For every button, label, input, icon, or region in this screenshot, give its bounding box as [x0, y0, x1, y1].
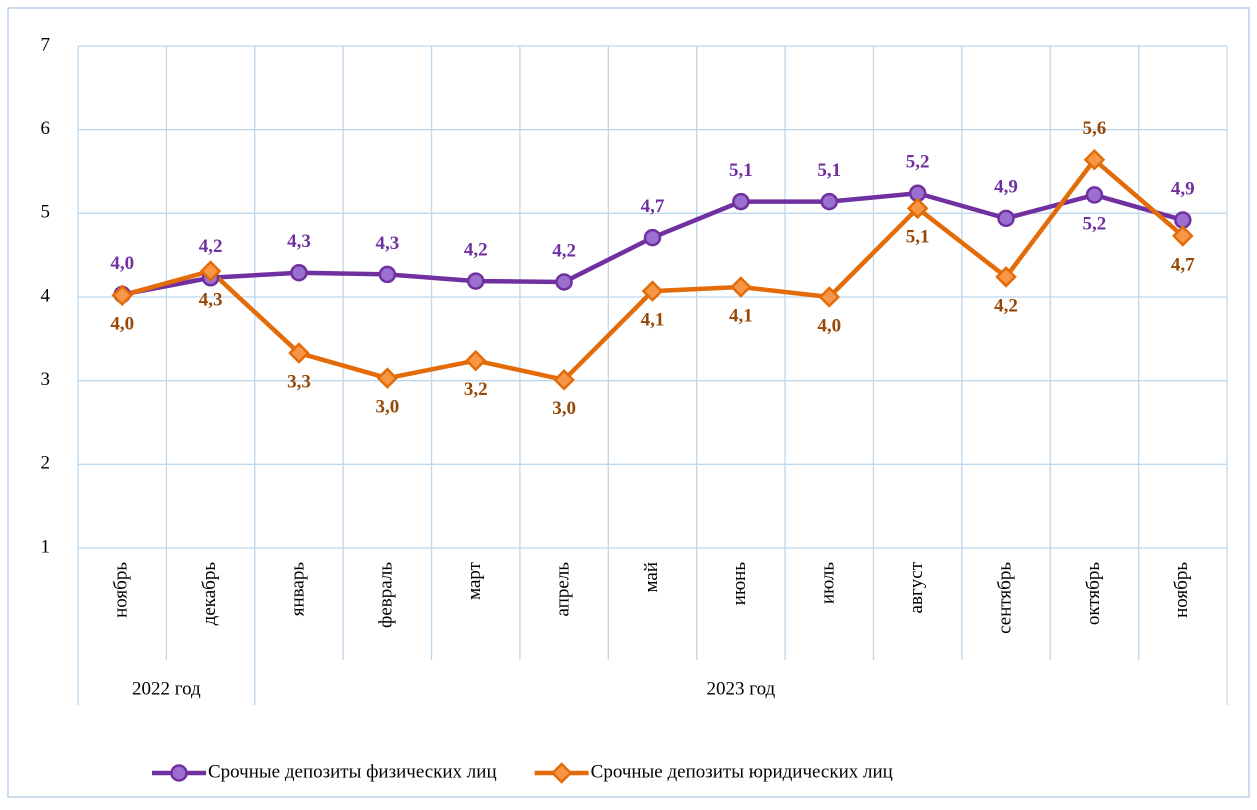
data-point — [643, 228, 662, 247]
x-tick-label: сентябрь — [994, 562, 1015, 634]
data-point — [1172, 225, 1194, 247]
data-label: 4,3 — [375, 233, 399, 254]
data-label: 3,0 — [375, 397, 399, 418]
legend-label: Срочные депозиты юридических лиц — [591, 761, 893, 782]
data-point — [1083, 149, 1106, 171]
data-label: 5,1 — [817, 160, 841, 181]
data-label: 4,2 — [552, 240, 576, 261]
data-label: 3,3 — [287, 371, 311, 392]
x-tick-label: апрель — [552, 562, 573, 617]
data-label: 4,2 — [464, 239, 488, 260]
y-tick-label: 1 — [41, 536, 51, 557]
data-label: 4,7 — [1171, 254, 1195, 275]
data-label: 5,2 — [1083, 213, 1107, 234]
data-point — [466, 272, 485, 290]
data-point — [288, 342, 310, 364]
year-group-label: 2023 год — [707, 678, 776, 699]
y-tick-label: 3 — [41, 369, 51, 390]
legend-label: Срочные депозиты физических лиц — [208, 761, 497, 782]
data-label: 4,3 — [199, 289, 223, 310]
x-tick-label: март — [464, 561, 485, 600]
data-point — [553, 369, 575, 391]
x-tick-label: ноябрь — [111, 562, 132, 618]
x-tick-label: август — [906, 561, 927, 613]
data-label: 5,1 — [729, 160, 753, 181]
y-tick-label: 6 — [41, 118, 51, 139]
data-label: 4,0 — [817, 315, 841, 336]
x-tick-label: июль — [818, 562, 839, 604]
data-point — [820, 192, 839, 211]
legend-marker — [170, 764, 188, 782]
data-point — [111, 284, 133, 307]
data-point — [464, 349, 487, 372]
y-tick-label: 4 — [41, 285, 51, 306]
data-point — [376, 367, 399, 389]
data-point — [730, 276, 752, 298]
x-tick-label: май — [641, 562, 662, 593]
data-point — [732, 192, 750, 211]
data-label: 4,9 — [994, 177, 1018, 198]
data-label: 3,2 — [464, 379, 488, 400]
x-tick-label: октябрь — [1083, 562, 1104, 625]
y-tick-label: 7 — [41, 34, 51, 55]
data-point — [378, 265, 397, 284]
data-point — [1085, 186, 1104, 204]
data-point — [641, 280, 664, 302]
y-tick-label: 2 — [41, 453, 51, 474]
data-label: 4,0 — [110, 253, 134, 274]
data-point — [290, 263, 308, 282]
data-label: 4,7 — [641, 196, 665, 217]
x-tick-label: февраль — [376, 562, 397, 628]
data-label: 4,9 — [1171, 178, 1195, 199]
data-point — [818, 286, 841, 308]
y-tick-label: 5 — [41, 202, 51, 223]
data-label: 5,6 — [1083, 118, 1107, 139]
x-tick-label: декабрь — [199, 562, 220, 626]
legend-marker — [550, 762, 573, 784]
x-tick-label: ноябрь — [1171, 562, 1192, 618]
chart-border — [7, 7, 1250, 798]
data-point — [995, 266, 1017, 288]
data-label: 4,0 — [110, 314, 134, 335]
data-point — [555, 273, 573, 291]
data-label: 4,2 — [994, 295, 1018, 316]
data-label: 5,1 — [906, 227, 930, 248]
data-label: 3,0 — [552, 398, 576, 419]
year-group-label: 2022 год — [132, 678, 201, 699]
x-tick-label: июнь — [729, 562, 750, 606]
x-tick-label: январь — [287, 562, 308, 617]
data-point — [997, 209, 1015, 228]
data-label: 4,1 — [729, 305, 753, 326]
data-point — [906, 197, 929, 220]
data-point — [199, 260, 222, 282]
data-label: 4,2 — [199, 236, 223, 257]
data-label: 4,3 — [287, 231, 311, 252]
data-label: 5,2 — [906, 152, 930, 173]
data-label: 4,1 — [641, 310, 665, 331]
